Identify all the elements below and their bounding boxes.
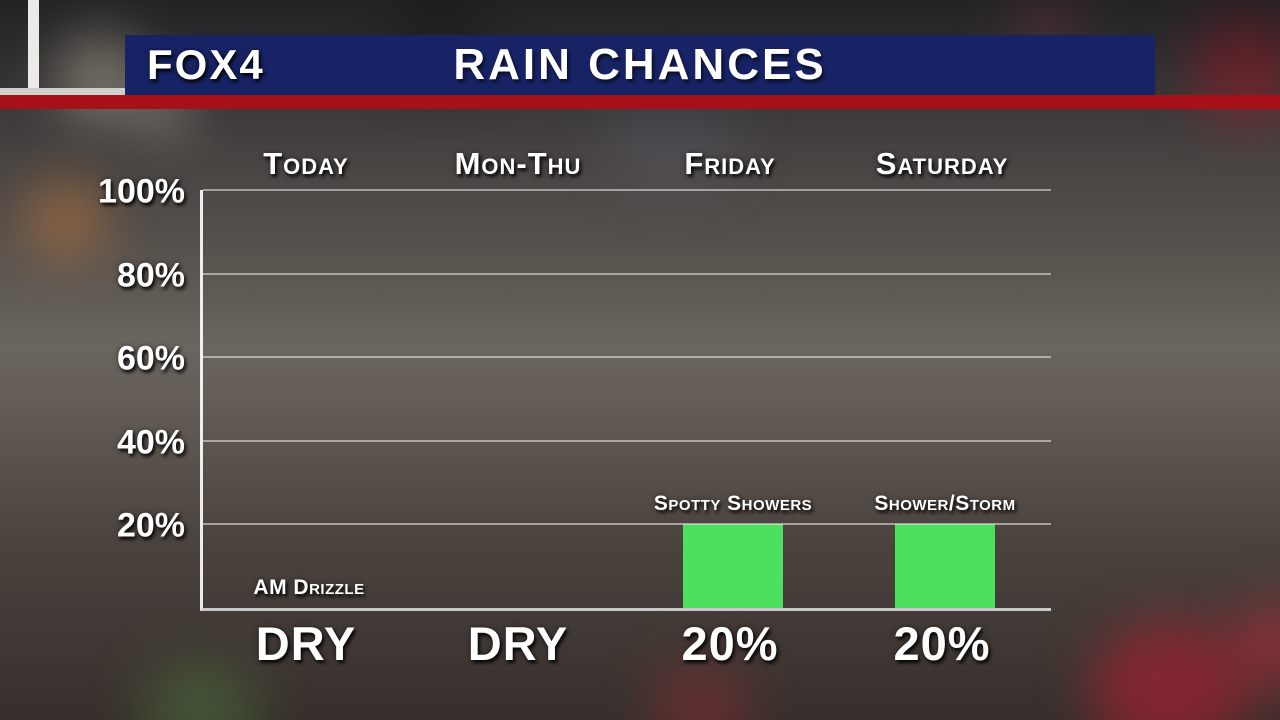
bar-annotation: AM Drizzle [253, 576, 365, 599]
y-tick-label: 40% [116, 423, 185, 462]
gridline [203, 189, 1051, 191]
chart-column [415, 190, 627, 608]
bokeh-light [650, 665, 750, 720]
value-label: 20% [681, 617, 779, 670]
y-axis-labels: 20% 40% 60% 80% 100% [55, 172, 193, 608]
y-tick-label: 60% [116, 339, 185, 378]
value-row: DRY DRY 20% 20% [200, 616, 1048, 671]
gridline [203, 439, 1051, 442]
bokeh-light [1090, 620, 1250, 720]
column-headers: Today Mon-Thu Friday Saturday [200, 146, 1048, 182]
y-tick-label: 80% [116, 256, 185, 295]
bar-annotation: Spotty Showers [653, 492, 813, 516]
value-label: DRY [467, 617, 569, 670]
left-gray-line [0, 88, 127, 95]
category-header: Friday [684, 146, 776, 181]
category-header: Saturday [875, 146, 1009, 181]
left-edge-accent [28, 0, 39, 95]
plot-area: AM Drizzle Spotty Showers Shower/Storm [200, 189, 1051, 611]
red-stripe [0, 95, 1280, 109]
bar-columns: AM Drizzle Spotty Showers Shower/Storm [203, 190, 1051, 608]
bar-annotation: Shower/Storm [874, 492, 1016, 516]
station-logo: FOX4 [147, 41, 265, 88]
banner-title: RAIN CHANCES [453, 40, 827, 89]
rain-chance-bar [895, 524, 995, 608]
category-header: Today [263, 146, 349, 181]
header-banner: FOX4 RAIN CHANCES [125, 35, 1155, 95]
value-label: 20% [893, 617, 991, 670]
chart-column: Shower/Storm [839, 190, 1051, 608]
gridline [203, 523, 1051, 526]
gridline [203, 356, 1051, 359]
y-tick-label: 100% [98, 172, 185, 211]
gridline [203, 272, 1051, 275]
category-header: Mon-Thu [454, 146, 582, 181]
chart-column: Spotty Showers [627, 190, 839, 608]
y-tick-label: 20% [116, 506, 185, 545]
rain-chance-bar [683, 524, 783, 608]
bokeh-light [25, 180, 105, 260]
chart-column: AM Drizzle [203, 190, 415, 608]
value-label: DRY [255, 617, 357, 670]
